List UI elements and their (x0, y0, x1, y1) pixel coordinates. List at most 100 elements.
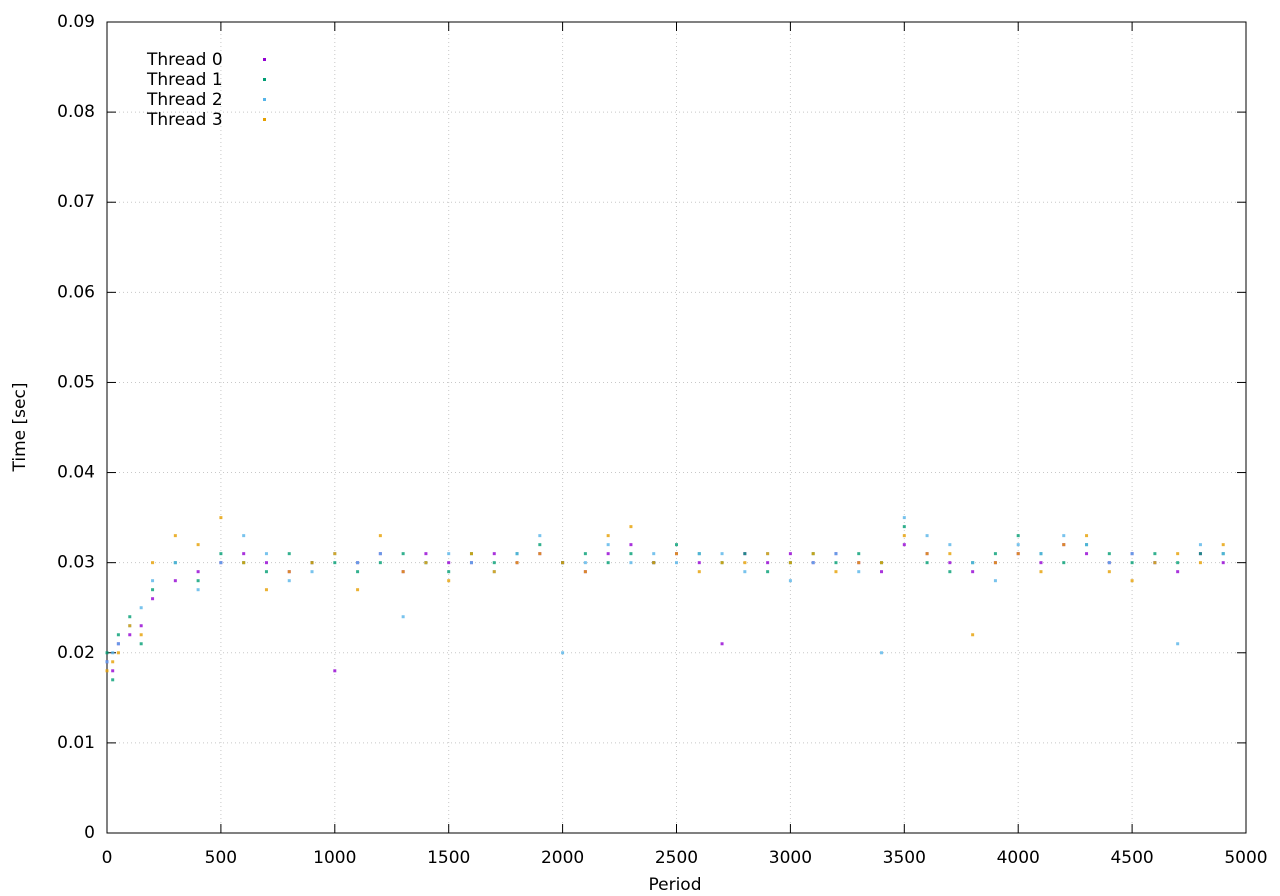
point (788, 561, 792, 565)
point (652, 552, 656, 556)
point (538, 534, 542, 538)
point (196, 588, 200, 592)
point (333, 669, 337, 673)
point (401, 552, 405, 556)
y-tick-label: 0.07 (57, 192, 95, 212)
point (652, 561, 656, 565)
x-tick-label: 4500 (1110, 848, 1153, 868)
point (151, 561, 155, 565)
point (925, 561, 929, 565)
point (287, 579, 291, 583)
point (629, 543, 633, 547)
point (173, 561, 177, 565)
point (1221, 561, 1225, 565)
point (219, 561, 223, 565)
point (139, 642, 143, 646)
point (401, 570, 405, 574)
point (1176, 570, 1180, 574)
point (219, 552, 223, 556)
point (242, 534, 246, 538)
point (492, 552, 496, 556)
point (583, 552, 587, 556)
point (857, 570, 861, 574)
point (743, 552, 747, 556)
point (948, 552, 952, 556)
point (401, 615, 405, 619)
point (333, 561, 337, 565)
x-tick-label: 3000 (769, 848, 812, 868)
point (1016, 534, 1020, 538)
point (151, 597, 155, 601)
point (139, 606, 143, 610)
point (116, 651, 120, 655)
point (766, 561, 770, 565)
point (173, 579, 177, 583)
point (1062, 543, 1066, 547)
point (264, 561, 268, 565)
point (857, 552, 861, 556)
point (447, 552, 451, 556)
point (1016, 543, 1020, 547)
point (1153, 561, 1157, 565)
point (492, 561, 496, 565)
legend-swatch (263, 98, 266, 101)
point (902, 543, 906, 547)
point (880, 561, 884, 565)
point (1107, 570, 1111, 574)
point (1062, 561, 1066, 565)
point (111, 651, 115, 655)
point (834, 552, 838, 556)
x-tick-label: 2000 (541, 848, 584, 868)
legend-label: Thread 1 (146, 70, 223, 90)
plot-frame (106, 21, 1247, 834)
y-tick-label: 0.09 (57, 12, 95, 32)
point (196, 543, 200, 547)
y-tick-label: 0.02 (57, 643, 95, 663)
point (925, 534, 929, 538)
point (1176, 642, 1180, 646)
point (356, 588, 360, 592)
x-tick-label: 2500 (655, 848, 698, 868)
point (196, 570, 200, 574)
point (287, 552, 291, 556)
point (902, 525, 906, 529)
point (629, 552, 633, 556)
point (1107, 561, 1111, 565)
point (902, 534, 906, 538)
point (424, 561, 428, 565)
x-tick-label: 0 (102, 848, 113, 868)
x-tick-label: 1000 (313, 848, 356, 868)
point (561, 561, 565, 565)
point (310, 561, 314, 565)
point (1221, 552, 1225, 556)
point (697, 561, 701, 565)
point (424, 552, 428, 556)
point (1016, 552, 1020, 556)
point (675, 552, 678, 556)
point (356, 561, 360, 565)
x-tick-label: 500 (205, 848, 237, 868)
point (857, 561, 861, 565)
point (447, 579, 451, 583)
point (993, 561, 997, 565)
point (766, 570, 770, 574)
point (1085, 552, 1089, 556)
point (583, 570, 587, 574)
point (880, 570, 884, 574)
point (447, 561, 451, 565)
point (629, 561, 633, 565)
y-tick-label: 0.01 (57, 733, 95, 753)
point (139, 624, 143, 628)
point (111, 660, 115, 664)
point (606, 543, 610, 547)
point (948, 570, 952, 574)
point (128, 633, 132, 637)
point (1153, 552, 1157, 556)
point (310, 570, 314, 574)
point (1039, 570, 1043, 574)
point (116, 642, 120, 646)
point (1130, 552, 1134, 556)
point (1176, 552, 1180, 556)
